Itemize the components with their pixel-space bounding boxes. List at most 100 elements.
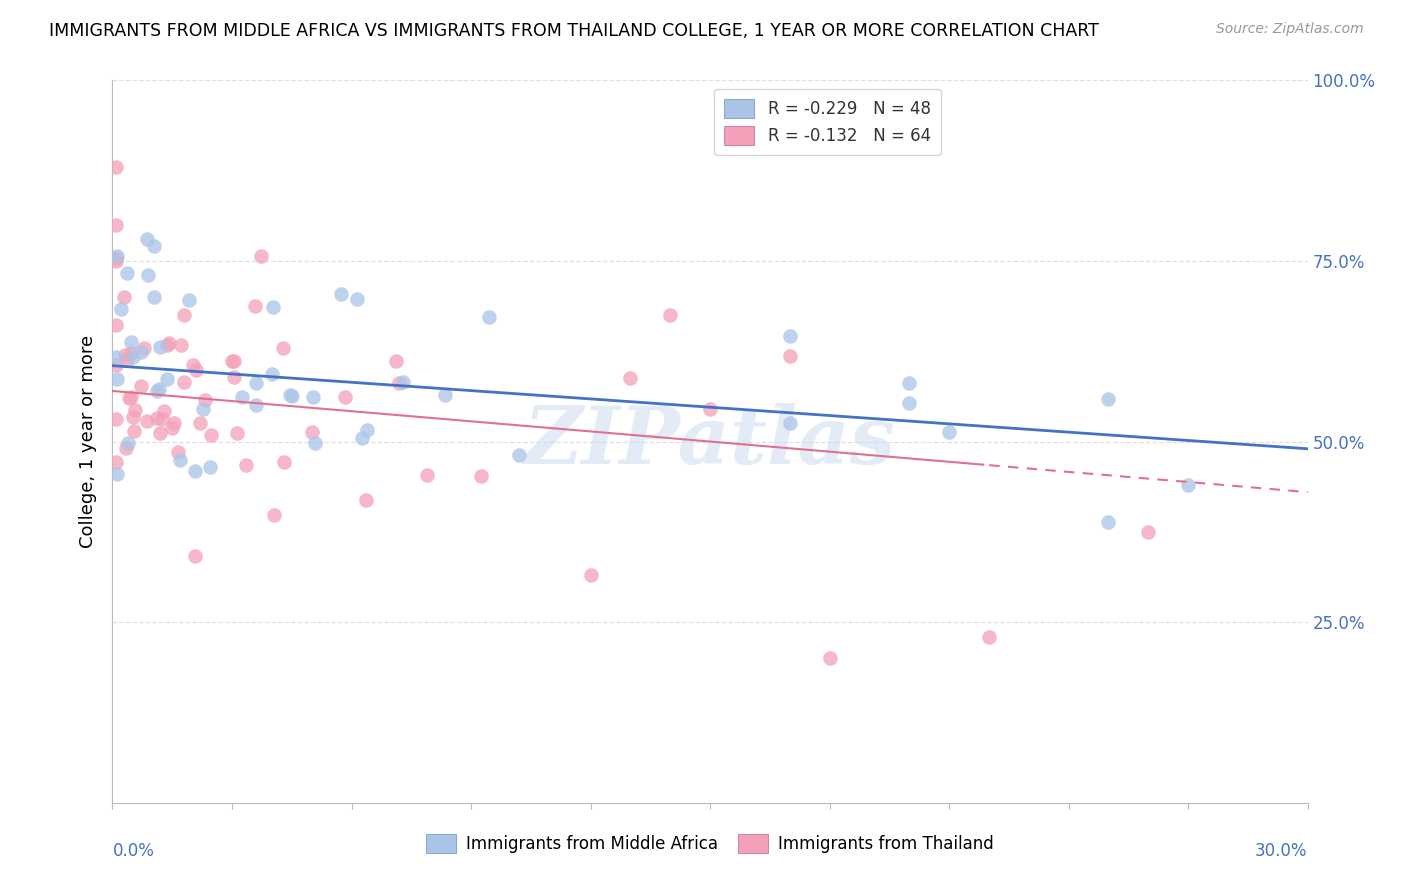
Point: [120, 390, 142, 404]
Point: [416, 468, 439, 483]
Point: [898, 396, 921, 410]
Point: [105, 350, 128, 364]
Point: [157, 336, 180, 351]
Point: [149, 340, 172, 354]
Point: [188, 417, 211, 431]
Point: [385, 354, 408, 368]
Point: [1137, 524, 1160, 539]
Point: [110, 302, 132, 317]
Point: [120, 346, 142, 360]
Point: [977, 630, 1000, 644]
Point: [152, 403, 174, 417]
Point: [122, 409, 145, 424]
Point: [245, 398, 267, 412]
Point: [470, 469, 492, 483]
Text: IMMIGRANTS FROM MIDDLE AFRICA VS IMMIGRANTS FROM THAILAND COLLEGE, 1 YEAR OR MOR: IMMIGRANTS FROM MIDDLE AFRICA VS IMMIGRA…: [49, 22, 1099, 40]
Point: [508, 448, 530, 462]
Point: [434, 388, 457, 402]
Point: [132, 341, 155, 355]
Point: [938, 425, 960, 439]
Point: [301, 390, 323, 404]
Point: [304, 435, 326, 450]
Point: [105, 455, 128, 469]
Point: [329, 287, 352, 301]
Point: [184, 363, 207, 377]
Point: [779, 349, 801, 363]
Point: [105, 251, 128, 265]
Point: [231, 390, 253, 404]
Point: [122, 424, 145, 438]
Point: [148, 382, 170, 396]
Y-axis label: College, 1 year or more: College, 1 year or more: [79, 335, 97, 548]
Point: [163, 417, 186, 431]
Point: [243, 299, 266, 313]
Point: [120, 334, 142, 349]
Point: [278, 388, 301, 402]
Point: [235, 458, 257, 472]
Point: [145, 384, 167, 398]
Point: [184, 549, 207, 564]
Point: [105, 412, 128, 426]
Point: [156, 372, 179, 386]
Point: [143, 239, 166, 253]
Point: [156, 337, 179, 351]
Point: [356, 424, 378, 438]
Point: [273, 455, 295, 469]
Point: [301, 425, 323, 439]
Point: [105, 253, 128, 268]
Point: [149, 426, 172, 441]
Point: [135, 414, 157, 428]
Point: [222, 354, 245, 368]
Point: [131, 379, 153, 393]
Point: [105, 249, 128, 263]
Point: [105, 218, 128, 232]
Point: [160, 421, 183, 435]
Point: [350, 431, 373, 445]
Point: [346, 292, 368, 306]
Point: [115, 267, 138, 281]
Point: [118, 392, 141, 406]
Point: [779, 329, 801, 343]
Point: [124, 402, 146, 417]
Point: [150, 411, 173, 425]
Point: [138, 268, 160, 283]
Point: [250, 249, 273, 263]
Point: [898, 376, 921, 390]
Point: [173, 375, 195, 389]
Point: [181, 359, 204, 373]
Point: [117, 435, 139, 450]
Point: [198, 459, 221, 474]
Point: [280, 389, 302, 403]
Point: [478, 310, 501, 325]
Point: [105, 467, 128, 481]
Point: [335, 390, 357, 404]
Point: [579, 567, 602, 582]
Point: [129, 344, 152, 359]
Point: [818, 651, 841, 665]
Point: [273, 341, 295, 355]
Point: [173, 308, 195, 322]
Point: [105, 359, 128, 373]
Point: [659, 308, 682, 322]
Point: [142, 290, 165, 304]
Point: [169, 453, 191, 467]
Point: [191, 401, 214, 416]
Point: [194, 392, 217, 407]
Point: [184, 464, 207, 478]
Point: [105, 160, 128, 174]
Text: 0.0%: 0.0%: [112, 842, 155, 860]
Text: ZIPatlas: ZIPatlas: [524, 403, 896, 480]
Point: [619, 371, 641, 385]
Point: [226, 426, 249, 441]
Point: [1097, 392, 1119, 407]
Point: [115, 352, 138, 367]
Point: [146, 411, 169, 425]
Point: [114, 348, 136, 362]
Point: [262, 368, 284, 382]
Point: [224, 369, 246, 384]
Point: [136, 232, 159, 246]
Point: [121, 350, 143, 364]
Point: [245, 376, 267, 391]
Point: [169, 338, 191, 352]
Point: [221, 354, 243, 368]
